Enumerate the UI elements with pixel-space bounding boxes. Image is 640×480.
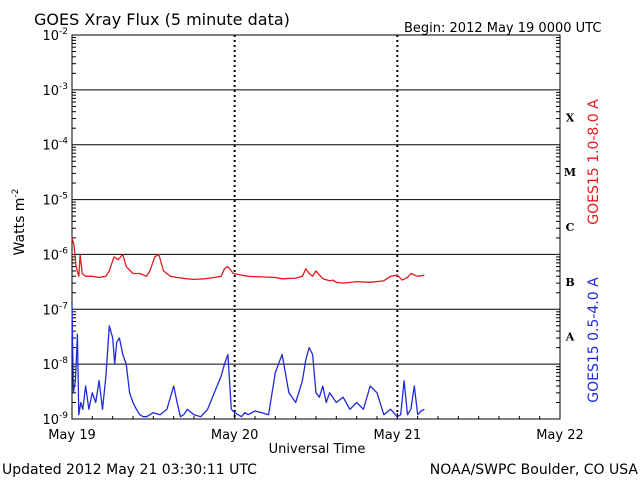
x-tick-label: May 21 bbox=[374, 428, 422, 443]
credit-text: NOAA/SWPC Boulder, CO USA bbox=[430, 462, 639, 478]
flare-class-labels: X M C B A bbox=[564, 111, 576, 343]
y-tick-label: 10-3 bbox=[42, 82, 68, 99]
x-tick-label: May 19 bbox=[48, 428, 96, 443]
legend-short-channel: GOES15 0.5-4.0 A bbox=[586, 277, 602, 403]
y-tick-label: 10-9 bbox=[42, 411, 68, 428]
y-tick-labels: 10-2 10-3 10-4 10-5 10-6 10-7 10-8 10-9 bbox=[42, 27, 68, 428]
y-tick-label: 10-8 bbox=[42, 356, 68, 373]
y-tick-label: 10-5 bbox=[42, 192, 68, 209]
x-tick-labels: May 19 May 20 May 21 May 22 bbox=[48, 428, 584, 443]
chart-title: GOES Xray Flux (5 minute data) bbox=[34, 10, 290, 29]
flare-class-label: X bbox=[566, 111, 575, 124]
y-axis-label: Watts m-2 bbox=[11, 189, 28, 256]
flare-class-label: A bbox=[565, 331, 575, 344]
flare-class-label: M bbox=[564, 166, 576, 179]
flare-class-label: B bbox=[565, 276, 574, 289]
series-line-short-channel bbox=[71, 304, 425, 418]
begin-date: Begin: 2012 May 19 0000 UTC bbox=[404, 21, 601, 36]
data-series bbox=[71, 237, 425, 418]
series-line-long-channel bbox=[71, 237, 425, 284]
x-tick-label: May 22 bbox=[536, 428, 584, 443]
y-tick-label: 10-7 bbox=[42, 301, 68, 318]
flare-class-label: C bbox=[566, 221, 575, 234]
updated-timestamp: Updated 2012 May 21 03:30:11 UTC bbox=[2, 462, 257, 478]
y-tick-label: 10-4 bbox=[42, 137, 68, 154]
y-tick-label: 10-2 bbox=[42, 27, 68, 44]
legend-long-channel: GOES15 1.0-8.0 A bbox=[586, 99, 602, 225]
x-axis-label: Universal Time bbox=[269, 442, 366, 457]
y-tick-label: 10-6 bbox=[42, 246, 68, 263]
x-tick-label: May 20 bbox=[211, 428, 259, 443]
grid-lines bbox=[71, 35, 561, 419]
